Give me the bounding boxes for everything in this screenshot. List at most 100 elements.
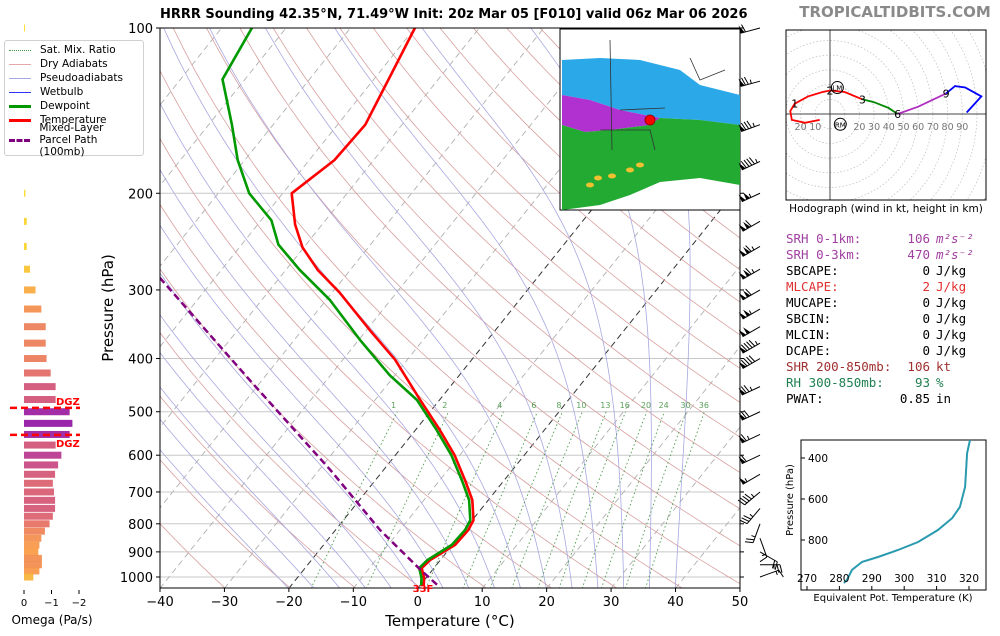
omega-tick-label: −1 [44, 598, 59, 609]
wind-barb [759, 569, 784, 578]
heavy-rain-spot [594, 175, 602, 181]
isotherm [160, 28, 609, 588]
omega-bar [24, 369, 51, 377]
omega-bar [24, 488, 54, 496]
barb-half [748, 310, 752, 315]
barb-staff [746, 508, 761, 525]
barb-full [745, 288, 752, 296]
barb-flag [738, 329, 747, 337]
ring-label: 10 [809, 122, 821, 133]
x-tick-label: 50 [732, 595, 749, 610]
omega-bar [24, 451, 62, 459]
wind-barb [739, 508, 761, 525]
pseudoadiabat [209, 28, 547, 588]
barb-flag [743, 247, 751, 254]
storm-motion-label: LM [832, 85, 842, 93]
x-tick-label: 30 [603, 595, 620, 610]
omega-bar [24, 339, 46, 347]
omega-bar [24, 541, 40, 549]
omega-bar [24, 265, 31, 273]
wind-barb [738, 288, 761, 301]
legend: Sat. Mix. Ratio Dry Adiabats Pseudoadiab… [4, 40, 144, 158]
wind-barb [738, 220, 761, 232]
legend-item-dry-adiabats: Dry Adiabats [9, 57, 108, 71]
wind-barb [738, 192, 761, 203]
ring-label: 80 [942, 122, 954, 133]
param-value: 470 [907, 247, 930, 262]
theta-e-line [843, 439, 971, 584]
location-marker [644, 114, 656, 126]
mixing-ratio-line [625, 411, 687, 588]
mixing-ratio-line [645, 411, 705, 588]
param-label: MUCAPE: [786, 295, 839, 310]
barb-staff [741, 434, 761, 444]
ring-label: 20 [853, 122, 865, 133]
barb-flag [743, 290, 751, 298]
storm-motion-label: RM [835, 121, 846, 129]
skewt-plot: 1 2 4 6 8 10 13 16 20 24 30 36 [160, 28, 740, 588]
y-tick-label: 600 [128, 449, 153, 464]
pseudoadiabat [160, 351, 366, 588]
dgz-label: DGZ [56, 397, 80, 408]
wind-barb [738, 326, 761, 338]
omega-bar [24, 461, 59, 469]
pseudoadiabat [647, 28, 691, 588]
barb-flag [738, 477, 747, 485]
barb-flag [743, 192, 751, 200]
surface-temp-label: 33F [413, 584, 434, 595]
hodograph-trace [862, 98, 899, 115]
dewpoint-line [221, 28, 472, 586]
barb-staff [740, 27, 761, 34]
barb-full [740, 454, 747, 462]
barb-half [752, 122, 755, 127]
parcel-path-line [160, 276, 439, 587]
param-unit: J/kg [936, 279, 967, 294]
barb-half [754, 340, 758, 345]
mixing-ratio-line [310, 411, 398, 588]
dry-adiabat [160, 459, 291, 588]
barb-half [744, 478, 748, 483]
barb-flag [738, 387, 746, 396]
mixing-ratio-label: 24 [659, 401, 669, 410]
barb-full [743, 358, 750, 365]
mixing-ratio-line [365, 411, 449, 588]
barb-full [744, 541, 754, 544]
barb-full [740, 497, 748, 504]
mixing-ratio-label: 8 [556, 401, 561, 410]
barb-full [748, 355, 756, 362]
pseudoadiabat [160, 224, 444, 588]
param-unit: J/kg [936, 263, 967, 278]
legend-item-temperature: Temperature [9, 113, 107, 127]
barb-flag [738, 224, 747, 232]
omega-tick-label: −2 [72, 598, 87, 609]
mixing-ratio-line [601, 411, 665, 588]
dgz-label: DGZ [56, 439, 80, 450]
mixing-ratio-line [489, 411, 563, 588]
param-value: 0.85 [899, 391, 930, 406]
y-tick-label: 700 [128, 486, 153, 501]
heavy-rain-spot [608, 173, 616, 179]
omega-bar [24, 496, 56, 504]
ring-label: 60 [912, 122, 924, 133]
param-label: MLCIN: [786, 327, 832, 342]
omega-tick-label: 0 [21, 598, 27, 609]
mixing-ratio-line [462, 411, 538, 588]
barb-flag [738, 361, 747, 369]
line-icon [9, 63, 31, 65]
parameters-panel: SRH 0-1km: 106 m²s⁻² SRH 0-3km: 470 m²s⁻² SBCA… [786, 231, 986, 407]
omega-bar [24, 441, 56, 449]
barb-flag [743, 221, 751, 229]
y-tick-label: 800 [128, 518, 153, 533]
pseudoadiabat [160, 386, 341, 588]
y-tick-label: 500 [128, 406, 153, 421]
param-value: 2 [922, 279, 930, 294]
dry-adiabat [239, 28, 740, 510]
wind-barb [738, 384, 761, 396]
dry-adiabat [272, 28, 740, 474]
param-label: MLCAPE: [786, 279, 839, 294]
x-tick-label: −20 [275, 595, 302, 610]
wind-barb [759, 551, 778, 570]
barb-staff [742, 326, 761, 338]
omega-bar [24, 355, 47, 363]
wind-barb [759, 538, 768, 563]
